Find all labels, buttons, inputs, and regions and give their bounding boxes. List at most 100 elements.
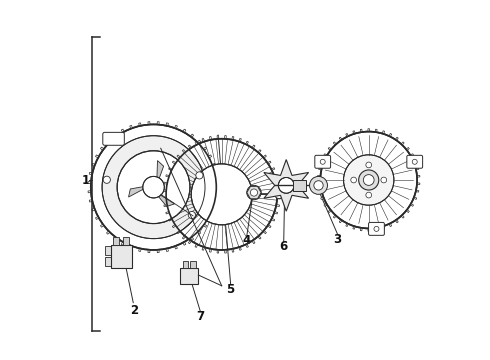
Polygon shape [174, 246, 177, 249]
Circle shape [278, 177, 294, 193]
Polygon shape [353, 226, 355, 229]
Polygon shape [401, 215, 404, 218]
Text: 3: 3 [334, 233, 342, 246]
Circle shape [314, 181, 323, 190]
Circle shape [103, 176, 110, 183]
Polygon shape [88, 181, 91, 184]
Polygon shape [157, 161, 164, 185]
Polygon shape [245, 141, 248, 145]
Polygon shape [346, 223, 348, 226]
Polygon shape [92, 208, 95, 211]
Polygon shape [224, 136, 226, 139]
FancyBboxPatch shape [105, 246, 111, 255]
Polygon shape [389, 134, 392, 137]
Circle shape [191, 164, 252, 225]
Polygon shape [258, 236, 261, 239]
Polygon shape [368, 228, 369, 231]
Polygon shape [172, 161, 176, 164]
Polygon shape [264, 159, 309, 211]
Polygon shape [252, 145, 255, 149]
Polygon shape [333, 215, 336, 218]
Polygon shape [277, 190, 280, 192]
Polygon shape [360, 228, 362, 231]
Polygon shape [148, 250, 150, 253]
FancyBboxPatch shape [103, 132, 124, 145]
Text: 1: 1 [81, 174, 90, 186]
Polygon shape [139, 248, 141, 252]
Polygon shape [224, 250, 226, 253]
Circle shape [364, 175, 374, 185]
Polygon shape [375, 129, 377, 132]
Polygon shape [271, 218, 275, 221]
Polygon shape [339, 220, 342, 223]
Polygon shape [164, 182, 167, 184]
Polygon shape [324, 154, 327, 157]
Polygon shape [401, 142, 404, 145]
Circle shape [143, 176, 164, 198]
Polygon shape [114, 134, 117, 138]
Polygon shape [157, 250, 159, 253]
Polygon shape [245, 244, 248, 247]
Polygon shape [89, 200, 93, 202]
Circle shape [320, 159, 325, 164]
Polygon shape [410, 203, 414, 206]
Circle shape [366, 162, 371, 168]
Polygon shape [368, 129, 369, 132]
Polygon shape [395, 137, 398, 140]
Polygon shape [274, 212, 278, 214]
Polygon shape [169, 168, 172, 170]
FancyBboxPatch shape [368, 222, 384, 235]
Polygon shape [114, 237, 117, 240]
Polygon shape [263, 155, 267, 158]
Polygon shape [318, 190, 322, 192]
Circle shape [381, 177, 387, 183]
Polygon shape [92, 163, 95, 166]
Polygon shape [216, 181, 219, 184]
Circle shape [91, 125, 216, 250]
Polygon shape [182, 150, 186, 153]
Polygon shape [202, 247, 204, 250]
Polygon shape [252, 240, 255, 244]
Polygon shape [166, 248, 169, 252]
Circle shape [343, 155, 394, 205]
Polygon shape [172, 225, 176, 228]
Polygon shape [128, 185, 150, 197]
Text: 4: 4 [243, 234, 251, 247]
Polygon shape [166, 175, 169, 177]
Polygon shape [324, 203, 327, 206]
Polygon shape [232, 136, 234, 140]
Circle shape [275, 190, 283, 199]
Circle shape [102, 136, 205, 239]
Polygon shape [203, 147, 207, 150]
Polygon shape [130, 246, 132, 249]
Polygon shape [195, 244, 198, 247]
Circle shape [412, 159, 417, 164]
Circle shape [247, 185, 261, 200]
Polygon shape [268, 225, 271, 228]
Circle shape [359, 170, 379, 190]
Polygon shape [346, 134, 348, 137]
Polygon shape [163, 197, 166, 199]
FancyBboxPatch shape [407, 155, 422, 168]
Polygon shape [209, 249, 212, 252]
FancyBboxPatch shape [123, 237, 129, 244]
Text: 5: 5 [226, 283, 235, 296]
Polygon shape [208, 216, 212, 220]
Polygon shape [88, 191, 91, 193]
Polygon shape [100, 147, 104, 150]
FancyBboxPatch shape [111, 244, 132, 268]
Polygon shape [195, 141, 198, 145]
Polygon shape [263, 230, 267, 234]
Polygon shape [318, 175, 320, 177]
FancyBboxPatch shape [105, 257, 111, 266]
Polygon shape [232, 249, 234, 252]
Polygon shape [389, 223, 392, 226]
Circle shape [117, 151, 190, 224]
Polygon shape [328, 148, 331, 150]
Polygon shape [410, 154, 414, 157]
Polygon shape [130, 125, 132, 129]
FancyBboxPatch shape [315, 155, 331, 168]
Polygon shape [417, 175, 420, 177]
Polygon shape [247, 186, 261, 199]
Polygon shape [239, 247, 241, 250]
